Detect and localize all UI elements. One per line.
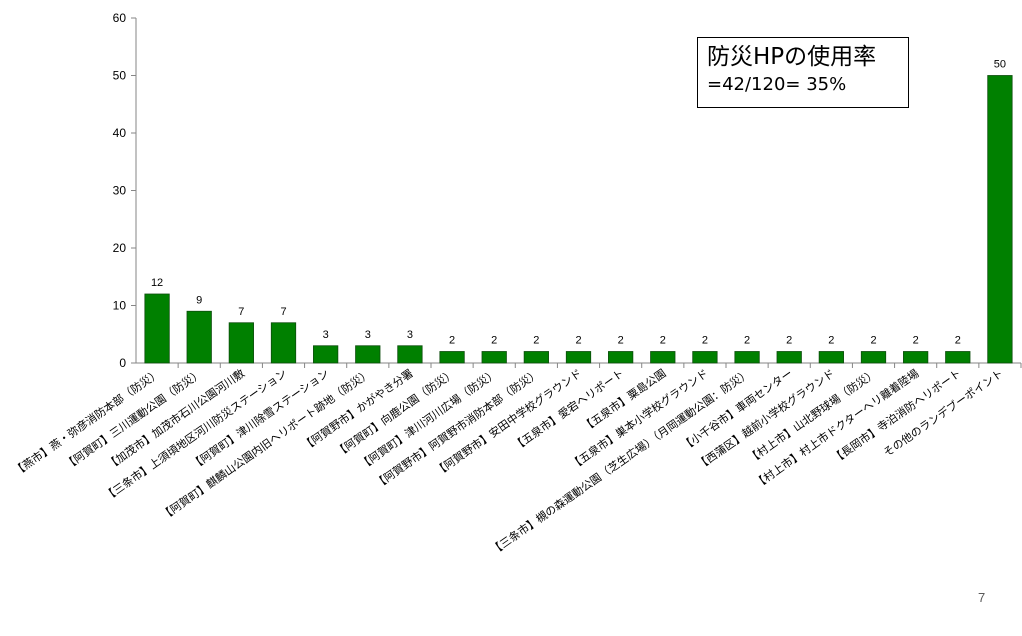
data-label: 2 [955, 335, 961, 347]
y-tick-label: 60 [113, 11, 127, 25]
y-tick-label: 10 [113, 299, 127, 313]
data-labels: 12 9 7 7 3 3 3 2 2 2 2 2 2 2 2 2 2 2 2 2 50 [151, 59, 1006, 347]
bar [945, 351, 971, 364]
data-label: 2 [786, 335, 792, 347]
bar [860, 351, 887, 364]
data-label: 2 [702, 335, 708, 347]
y-tick-label: 40 [113, 126, 127, 140]
data-label: 2 [660, 335, 666, 347]
bar [481, 351, 507, 364]
bar [565, 351, 592, 364]
bar [523, 351, 549, 364]
data-label: 2 [575, 335, 581, 347]
y-tick-label: 20 [113, 241, 127, 255]
page-number: 7 [978, 590, 986, 605]
callout-formula: =42/120= 35% [707, 74, 847, 95]
bar [818, 351, 844, 364]
bar [355, 345, 381, 364]
bar [144, 293, 170, 364]
bar [186, 310, 212, 364]
bar [397, 345, 423, 364]
data-label: 2 [618, 335, 624, 347]
data-label: 3 [323, 329, 329, 341]
x-axis-tick-labels: 【燕市】燕・弥彦消防本部（防災）【阿賀町】三川運動公園（防災）【加茂市】加茂市石… [11, 363, 1022, 557]
bar [692, 351, 718, 364]
bar [228, 322, 254, 364]
bar [734, 351, 760, 364]
y-tick-label: 50 [113, 69, 127, 83]
bar [650, 351, 676, 364]
bar [313, 345, 339, 364]
bars [144, 75, 1013, 364]
y-tick-label: 30 [113, 184, 127, 198]
bar [903, 351, 929, 364]
bar [776, 351, 802, 364]
data-label: 7 [238, 306, 244, 318]
bar [608, 351, 634, 364]
data-label: 2 [449, 335, 455, 347]
data-label: 12 [151, 277, 163, 289]
data-label: 2 [533, 335, 539, 347]
data-label: 2 [913, 335, 919, 347]
y-tick-label: 0 [119, 356, 126, 370]
usage-rate-callout: 防災HPの使用率 =42/120= 35% [697, 37, 909, 108]
data-label: 7 [280, 306, 286, 318]
data-label: 2 [744, 335, 750, 347]
data-label: 2 [491, 335, 497, 347]
bar [270, 322, 297, 364]
data-label: 2 [870, 335, 876, 347]
data-label: 3 [365, 329, 371, 341]
bar [439, 351, 465, 364]
data-label: 50 [994, 59, 1006, 71]
bar [987, 75, 1013, 364]
data-label: 3 [407, 329, 413, 341]
data-label: 2 [828, 335, 834, 347]
callout-title: 防災HPの使用率 [707, 44, 877, 70]
data-label: 9 [196, 294, 202, 306]
